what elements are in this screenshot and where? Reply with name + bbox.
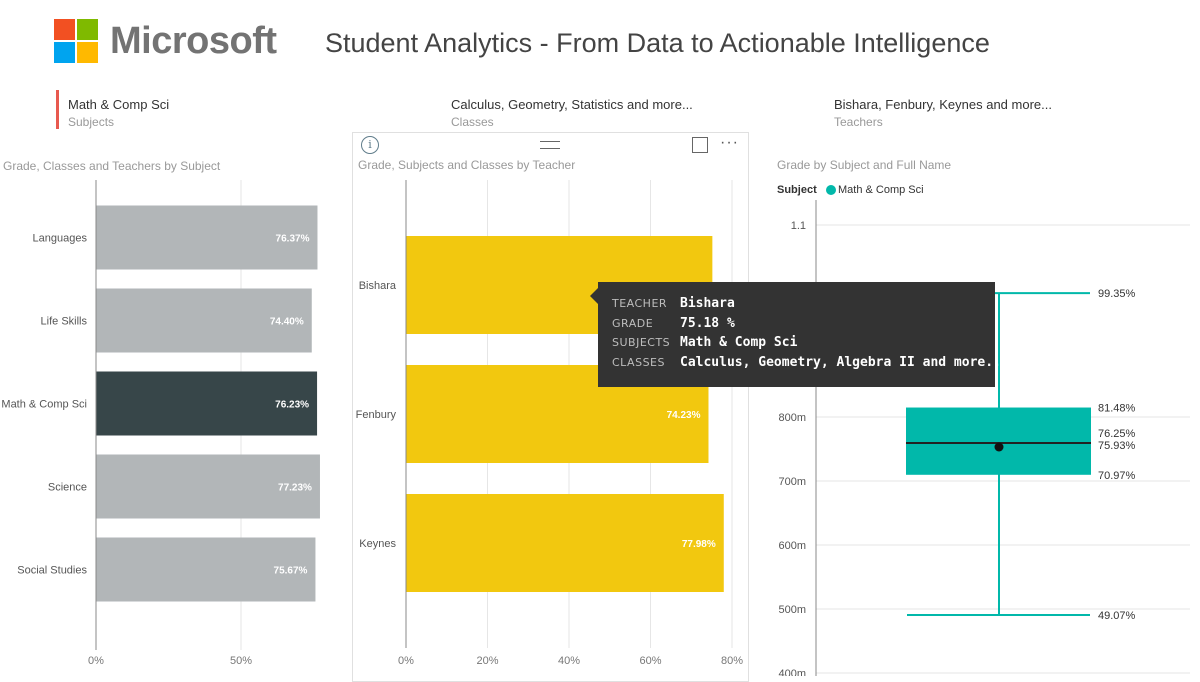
microsoft-logo xyxy=(54,19,99,64)
teacher-chart-title: Grade, Subjects and Classes by Teacher xyxy=(358,158,576,172)
data-label: 76.23% xyxy=(275,400,309,411)
category-label: Fenbury xyxy=(356,409,397,421)
median-label: 75.93% xyxy=(1098,440,1136,452)
logo-square-green xyxy=(77,19,98,40)
logo-text: Microsoft xyxy=(110,20,277,62)
subject-chart-title: Grade, Classes and Teachers by Subject xyxy=(3,159,221,173)
tooltip-value: 75.18 % xyxy=(680,316,735,331)
x-tick-label: 0% xyxy=(398,655,414,667)
tooltip-value: Calculus, Geometry, Algebra II and more.… xyxy=(680,355,1009,370)
category-label: Bishara xyxy=(359,280,397,292)
slicer-teachers[interactable]: Bishara, Fenbury, Keynes and more... Tea… xyxy=(834,96,1134,130)
x-tick-label: 40% xyxy=(558,655,580,667)
slicer-teachers-label: Teachers xyxy=(834,115,883,129)
slicer-subjects[interactable]: Math & Comp Sci Subjects xyxy=(68,96,328,130)
tooltip-key: SUBJECTS xyxy=(612,336,671,349)
tooltip-key: TEACHER xyxy=(612,297,668,310)
y-tick-label: 400m xyxy=(778,668,806,676)
data-label: 77.23% xyxy=(278,483,312,494)
y-tick-label: 700m xyxy=(778,476,806,488)
category-label: Keynes xyxy=(359,538,396,550)
legend-item[interactable]: Math & Comp Sci xyxy=(838,184,924,196)
bar xyxy=(96,205,318,270)
tooltip-key: CLASSES xyxy=(612,356,665,369)
category-label: Science xyxy=(48,482,87,494)
bar xyxy=(96,288,312,353)
y-tick-label: 600m xyxy=(778,540,806,552)
teacher-tooltip: TEACHER Bishara GRADE 75.18 % SUBJECTS M… xyxy=(598,282,1009,387)
q1-label: 70.97% xyxy=(1098,470,1136,482)
mean-marker xyxy=(994,442,1004,452)
grade-box-plot[interactable]: 1.1 800m 700m 600m 500m 400m 99.35% 81.48% 76.25… xyxy=(760,200,1200,676)
page-title: Student Analytics - From Data to Actiona… xyxy=(325,28,990,58)
slicer-subjects-label: Subjects xyxy=(68,115,115,129)
logo-square-yellow xyxy=(77,42,98,63)
slicer-classes-value: Calculus, Geometry, Statistics and more.… xyxy=(451,97,693,112)
x-tick-label: 50% xyxy=(230,655,252,667)
category-label: Math & Comp Sci xyxy=(1,399,87,411)
data-label: 75.67% xyxy=(274,566,308,577)
category-label: Life Skills xyxy=(41,316,88,328)
max-label: 99.35% xyxy=(1098,288,1136,300)
boxplot-chart-title: Grade by Subject and Full Name xyxy=(777,158,952,172)
tooltip-value: Bishara xyxy=(680,296,735,311)
bar xyxy=(96,454,320,519)
slicer-classes[interactable]: Calculus, Geometry, Statistics and more.… xyxy=(451,96,751,130)
subject-bar-chart[interactable]: Languages 76.37% Life Skills 74.40% Math & C… xyxy=(0,180,345,676)
data-label: 77.98% xyxy=(682,539,716,550)
selected-slicer-indicator xyxy=(56,90,59,129)
tooltip-pointer xyxy=(590,288,598,304)
focus-mode-icon[interactable] xyxy=(692,137,708,153)
data-label: 76.37% xyxy=(276,234,310,245)
iqr-box xyxy=(906,407,1091,475)
logo-square-blue xyxy=(54,42,75,63)
q3-label: 81.48% xyxy=(1098,403,1136,415)
x-tick-label: 20% xyxy=(476,655,498,667)
info-icon[interactable]: i xyxy=(361,136,379,154)
tooltip-key: GRADE xyxy=(612,317,654,330)
data-label: 74.40% xyxy=(270,317,304,328)
category-label: Languages xyxy=(33,233,88,245)
y-tick-label: 1.1 xyxy=(791,220,806,232)
data-label: 74.23% xyxy=(667,410,701,421)
category-label: Social Studies xyxy=(17,565,87,577)
slicer-classes-label: Classes xyxy=(451,115,494,129)
x-tick-label: 80% xyxy=(721,655,743,667)
mean-label: 76.25% xyxy=(1098,428,1136,440)
slicer-subjects-value: Math & Comp Sci xyxy=(68,97,170,112)
bar xyxy=(406,494,724,592)
legend-title: Subject xyxy=(777,184,817,196)
x-tick-label: 60% xyxy=(639,655,661,667)
drag-handle-icon[interactable] xyxy=(540,141,560,149)
bar xyxy=(96,537,316,602)
min-label: 49.07% xyxy=(1098,610,1136,622)
y-tick-label: 500m xyxy=(778,604,806,616)
x-tick-label: 0% xyxy=(88,655,104,667)
y-tick-label: 800m xyxy=(778,412,806,424)
more-options-icon[interactable]: ··· xyxy=(720,134,739,151)
logo-square-red xyxy=(54,19,75,40)
teacher-bar-chart[interactable]: 0%20%40%60%80%Bishara75.18%Fenbury74.23%… xyxy=(353,180,747,676)
legend-marker xyxy=(826,185,836,195)
tooltip-value: Math & Comp Sci xyxy=(680,335,798,350)
slicer-teachers-value: Bishara, Fenbury, Keynes and more... xyxy=(834,97,1052,112)
bar xyxy=(96,371,318,436)
